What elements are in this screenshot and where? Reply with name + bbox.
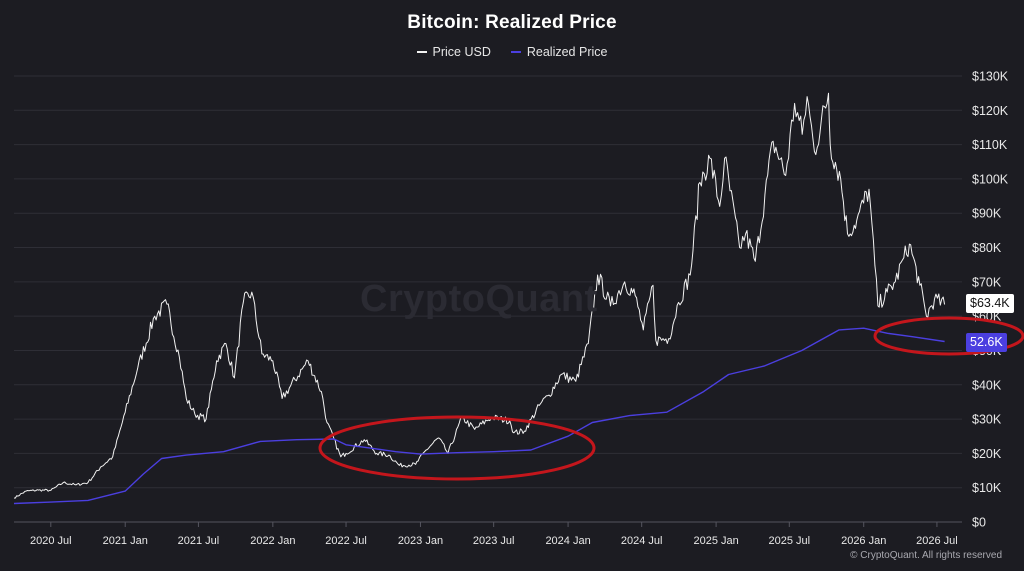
legend-label-price: Price USD [432,45,491,59]
legend-swatch-realized [510,51,521,53]
x-tick-label: 2026 Jan [841,535,886,547]
y-tick-label: $90K [972,207,1002,221]
x-tick-label: 2024 Jan [545,535,590,547]
y-tick-label: $130K [972,70,1009,84]
x-axis: 2020 Jul 2021 Jan 2021 Jul 2022 Jan 2022 Jul… [30,522,958,547]
x-tick-label: 2026 Jul [916,535,958,547]
series-line-realized-price [13,327,945,505]
legend-label-realized: Realized Price [526,45,608,59]
y-tick-label: $30K [972,413,1002,427]
legend-item-realized[interactable]: Realized Price [510,45,608,59]
y-tick-label: $0 [972,516,986,530]
y-tick-label: $40K [972,378,1002,392]
series-layer [13,92,946,505]
y-tick-label: $20K [972,447,1002,461]
copyright: © CryptoQuant. All rights reserved [850,550,1002,561]
y-tick-label: $80K [972,241,1002,255]
legend: Price USD Realized Price [0,45,1024,59]
annotation-layer [318,316,1024,481]
x-tick-label: 2023 Jan [398,535,443,547]
x-tick-label: 2021 Jan [103,535,148,547]
grid-layer [14,75,962,523]
x-tick-label: 2021 Jul [178,535,220,547]
annotation-ellipse-2026 [873,316,1024,356]
annotation-ellipse-2023 [318,415,596,481]
series-line-price-usd [13,92,946,499]
x-tick-label: 2025 Jul [769,535,811,547]
y-tick-label: $100K [972,172,1009,186]
x-tick-label: 2023 Jul [473,535,515,547]
y-tick-label: $70K [972,275,1002,289]
chart-title: Bitcoin: Realized Price [407,12,617,33]
realized-value-label: 52.6K [966,333,1007,352]
price-value-label: $63.4K [966,294,1014,313]
y-tick-label: $110K [972,138,1008,152]
legend-swatch-price [416,51,427,53]
y-tick-label: $10K [972,481,1002,495]
x-tick-label: 2022 Jan [250,535,295,547]
x-tick-label: 2020 Jul [30,535,72,547]
watermark: CryptoQuant [360,278,598,320]
y-tick-label: $120K [972,104,1009,118]
x-tick-label: 2025 Jan [693,535,738,547]
x-tick-label: 2024 Jul [621,535,663,547]
x-tick-label: 2022 Jul [325,535,367,547]
legend-item-price[interactable]: Price USD [416,45,491,59]
